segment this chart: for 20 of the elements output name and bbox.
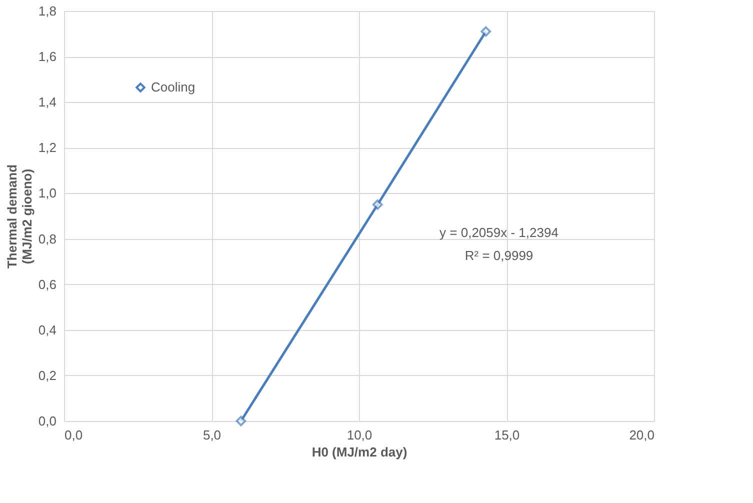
y-tick-label: 0,0 [38, 414, 56, 428]
annotation: y = 0,2059x - 1,2394 [440, 225, 558, 240]
y-tick-label: 1,2 [38, 140, 56, 156]
x-tick-label: 0,0 [64, 428, 83, 442]
legend-label: Cooling [151, 80, 196, 94]
y-tick-label: 0,4 [38, 322, 56, 338]
y-tick-label: 1,8 [38, 4, 56, 18]
x-tick-label: 10,0 [346, 428, 372, 442]
y-tick-label: 1,0 [38, 186, 56, 201]
y-axis-title: Thermal demand (MJ/m2 gioeno) [4, 164, 34, 269]
y-tick-label: 1,6 [38, 49, 56, 64]
y-tick-label: 1,4 [38, 94, 56, 110]
x-tick-label: 5,0 [202, 428, 222, 442]
y-tick-label: 0,8 [38, 231, 56, 246]
annotation: R² = 0,9999 [464, 248, 534, 263]
x-tick-label: 20,0 [629, 428, 654, 442]
y-tick-label: 0,6 [38, 276, 56, 292]
x-axis-title: H0 (MJ/m2 day) [312, 444, 408, 460]
y-tick-label: 0,2 [38, 368, 56, 383]
x-tick-label: 15,0 [494, 428, 520, 442]
